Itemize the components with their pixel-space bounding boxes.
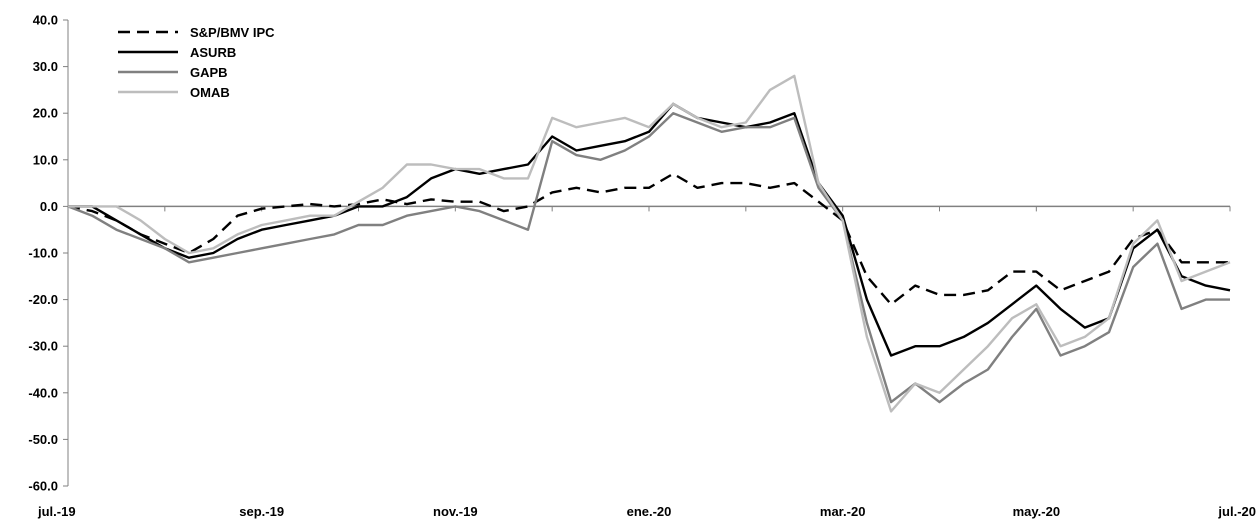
x-tick-label: ene.-20: [627, 504, 672, 519]
y-tick-label: 20.0: [33, 106, 58, 121]
legend: S&P/BMV IPC ASURB GAPB OMAB: [118, 25, 275, 100]
y-tick-label: -20.0: [28, 292, 58, 307]
legend-label: GAPB: [190, 65, 228, 80]
legend-label: OMAB: [190, 85, 230, 100]
x-tick-label: may.-20: [1013, 504, 1060, 519]
x-axis: jul.-19 sep.-19 nov.-19 ene.-20 mar.-20 may.-…: [37, 205, 1256, 519]
x-tick-label: jul.-19: [37, 504, 76, 519]
x-tick-label: jul.-20: [1217, 504, 1256, 519]
legend-label: S&P/BMV IPC: [190, 25, 275, 40]
legend-label: ASURB: [190, 45, 236, 60]
series-line-3: [68, 74, 1231, 413]
y-tick-label: 40.0: [33, 13, 58, 28]
series-layer: [67, 74, 1231, 413]
series-line-1: [68, 102, 1231, 357]
x-tick-label: mar.-20: [820, 504, 866, 519]
y-tick-label: -10.0: [28, 246, 58, 261]
series-line-2: [67, 112, 1230, 404]
series-line-0: [67, 172, 1230, 306]
x-tick-label: sep.-19: [239, 504, 284, 519]
y-tick-label: 30.0: [33, 59, 58, 74]
y-tick-label: 10.0: [33, 152, 58, 167]
y-tick-label: -30.0: [28, 339, 58, 354]
y-tick-label: -40.0: [28, 385, 58, 400]
y-tick-label: 0.0: [40, 199, 58, 214]
y-axis: 40.0 30.0 20.0 10.0 0.0 -10.0 -20.0 -30.0 -40.0 -…: [28, 13, 69, 494]
y-tick-label: -60.0: [28, 479, 58, 494]
y-tick-label: -50.0: [28, 432, 58, 447]
x-tick-label: nov.-19: [433, 504, 478, 519]
